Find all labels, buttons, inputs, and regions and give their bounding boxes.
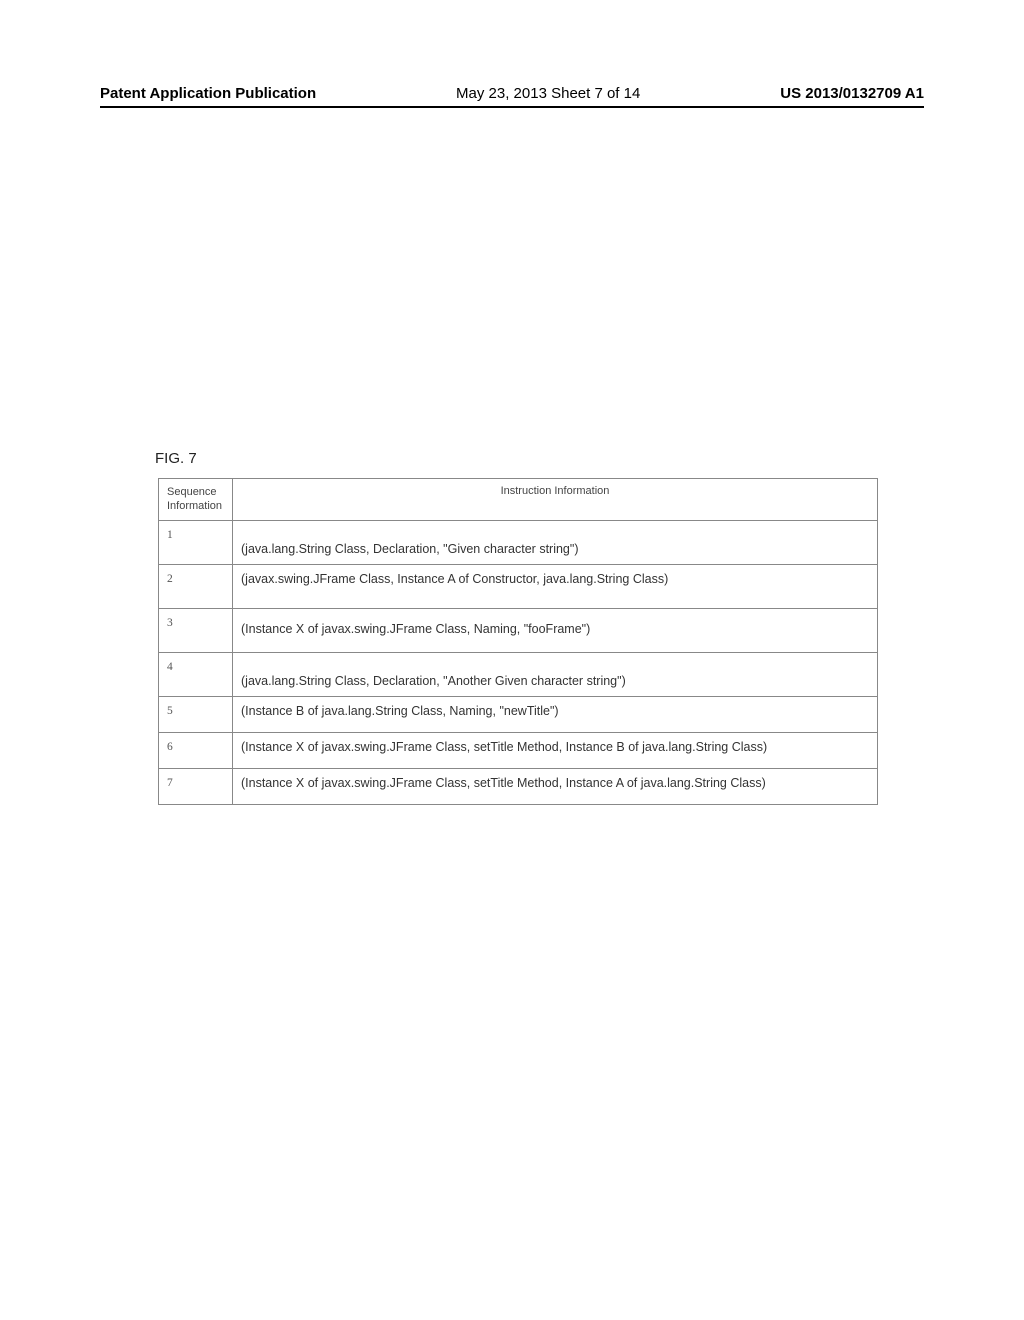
table-row: 4 (java.lang.String Class, Declaration, … bbox=[159, 652, 878, 696]
figure-label: FIG. 7 bbox=[155, 450, 197, 467]
instr-cell: (java.lang.String Class, Declaration, "A… bbox=[241, 659, 869, 690]
header-left-text: Patent Application Publication bbox=[100, 85, 316, 102]
page-header: Patent Application Publication May 23, 2… bbox=[0, 85, 1024, 108]
instruction-table: Sequence Information Instruction Informa… bbox=[158, 478, 878, 805]
header-divider bbox=[100, 106, 924, 108]
instr-cell: (Instance X of javax.swing.JFrame Class,… bbox=[241, 775, 869, 792]
seq-cell: 1 bbox=[167, 529, 173, 541]
instr-cell: (javax.swing.JFrame Class, Instance A of… bbox=[241, 571, 869, 588]
seq-cell: 5 bbox=[167, 705, 173, 717]
col-header-instruction: Instruction Information bbox=[233, 479, 878, 521]
instruction-table-wrap: Sequence Information Instruction Informa… bbox=[158, 478, 878, 805]
seq-cell: 2 bbox=[167, 573, 173, 585]
table-row: 2 (javax.swing.JFrame Class, Instance A … bbox=[159, 564, 878, 608]
table-row: 6 (Instance X of javax.swing.JFrame Clas… bbox=[159, 732, 878, 768]
col-header-sequence: Sequence Information bbox=[159, 479, 233, 521]
header-row: Patent Application Publication May 23, 2… bbox=[100, 85, 924, 102]
instr-cell: (java.lang.String Class, Declaration, "G… bbox=[241, 527, 869, 558]
instr-cell: (Instance X of javax.swing.JFrame Class,… bbox=[241, 739, 869, 756]
table-row: 1 (java.lang.String Class, Declaration, … bbox=[159, 520, 878, 564]
table-header-row: Sequence Information Instruction Informa… bbox=[159, 479, 878, 521]
header-right-text: US 2013/0132709 A1 bbox=[780, 85, 924, 102]
table-row: 3 (Instance X of javax.swing.JFrame Clas… bbox=[159, 608, 878, 652]
instr-cell: (Instance X of javax.swing.JFrame Class,… bbox=[241, 615, 869, 638]
table-row: 7 (Instance X of javax.swing.JFrame Clas… bbox=[159, 768, 878, 804]
seq-cell: 7 bbox=[167, 777, 173, 789]
seq-cell: 4 bbox=[167, 661, 173, 673]
table-row: 5 (Instance B of java.lang.String Class,… bbox=[159, 696, 878, 732]
seq-cell: 6 bbox=[167, 741, 173, 753]
header-center-text: May 23, 2013 Sheet 7 of 14 bbox=[456, 85, 640, 102]
instr-cell: (Instance B of java.lang.String Class, N… bbox=[241, 703, 869, 720]
seq-cell: 3 bbox=[167, 617, 173, 629]
